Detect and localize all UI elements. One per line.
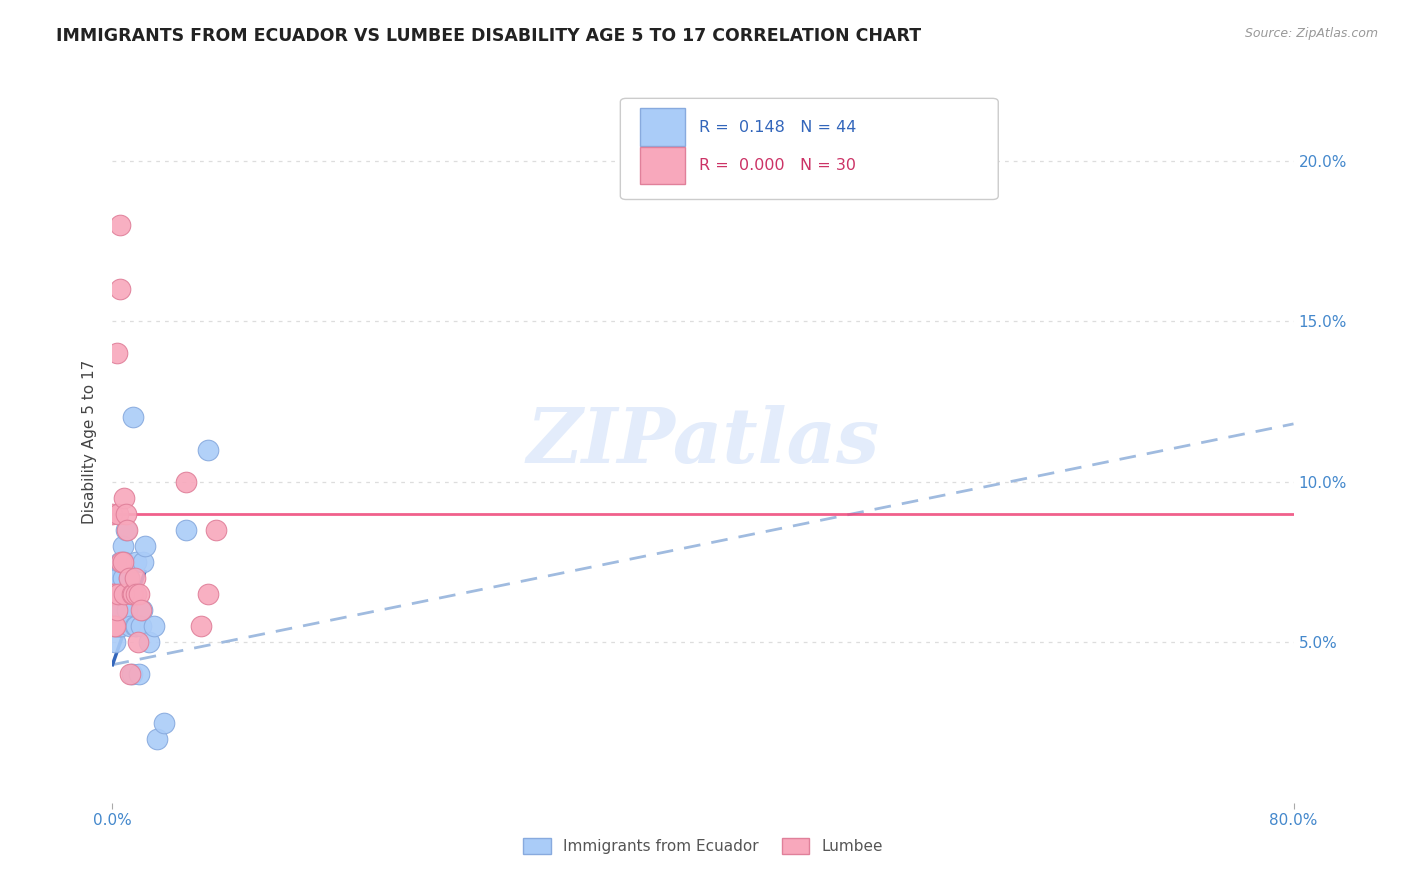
Point [127, 635, 149, 649]
Point [110, 555, 132, 569]
Point [197, 587, 219, 601]
Point [117, 523, 138, 537]
Point [111, 539, 134, 553]
Y-axis label: Disability Age 5 to 17: Disability Age 5 to 17 [82, 359, 97, 524]
Text: R =  0.148   N = 44: R = 0.148 N = 44 [699, 120, 856, 135]
Point [107, 571, 129, 585]
Point [112, 587, 135, 601]
Point [112, 491, 135, 505]
Point [122, 410, 145, 425]
Point [103, 619, 125, 633]
Point [124, 587, 146, 601]
Point [104, 571, 127, 585]
Point [103, 587, 125, 601]
Point [111, 555, 134, 569]
Text: ZIPatlas: ZIPatlas [526, 405, 880, 478]
Point [125, 555, 148, 569]
Point [105, 619, 128, 633]
Point [112, 587, 135, 601]
Legend: Immigrants from Ecuador, Lumbee: Immigrants from Ecuador, Lumbee [517, 832, 889, 860]
Point [103, 603, 125, 617]
Point [114, 523, 136, 537]
Point [107, 619, 129, 633]
Point [128, 667, 150, 681]
Point [190, 619, 212, 633]
Point [104, 587, 127, 601]
Point [108, 603, 131, 617]
Point [110, 619, 132, 633]
Point [103, 619, 125, 633]
Point [174, 475, 197, 489]
Point [124, 571, 146, 585]
Point [112, 555, 135, 569]
Point [101, 587, 124, 601]
Point [120, 667, 142, 681]
Text: IMMIGRANTS FROM ECUADOR VS LUMBEE DISABILITY AGE 5 TO 17 CORRELATION CHART: IMMIGRANTS FROM ECUADOR VS LUMBEE DISABI… [56, 27, 921, 45]
Point [134, 539, 156, 553]
Point [129, 603, 152, 617]
Text: R =  0.000   N = 30: R = 0.000 N = 30 [699, 158, 856, 173]
Point [104, 635, 127, 649]
Point [146, 731, 169, 746]
Point [101, 587, 124, 601]
Point [138, 635, 160, 649]
Point [197, 442, 219, 457]
Point [101, 571, 124, 585]
Point [118, 571, 141, 585]
Point [111, 571, 134, 585]
Point [132, 555, 155, 569]
Point [105, 603, 128, 617]
Point [105, 587, 128, 601]
Point [105, 346, 128, 360]
Point [105, 603, 128, 617]
FancyBboxPatch shape [640, 109, 685, 146]
Text: Source: ZipAtlas.com: Source: ZipAtlas.com [1244, 27, 1378, 40]
Point [125, 587, 148, 601]
Point [117, 603, 138, 617]
Point [114, 507, 136, 521]
Point [118, 571, 141, 585]
Point [108, 619, 131, 633]
Point [153, 715, 176, 730]
Point [122, 587, 145, 601]
Point [125, 619, 148, 633]
Point [107, 587, 129, 601]
Point [108, 555, 131, 569]
Point [121, 587, 143, 601]
Point [121, 667, 143, 681]
Point [129, 619, 152, 633]
Point [108, 218, 131, 232]
Point [205, 523, 228, 537]
FancyBboxPatch shape [620, 98, 998, 200]
Point [142, 619, 165, 633]
Point [108, 587, 131, 601]
Point [107, 507, 129, 521]
Point [131, 603, 153, 617]
Point [108, 282, 131, 296]
Point [110, 603, 132, 617]
Point [101, 507, 124, 521]
FancyBboxPatch shape [640, 147, 685, 185]
Point [104, 619, 127, 633]
Point [128, 587, 150, 601]
Point [120, 619, 142, 633]
Point [174, 523, 197, 537]
Point [107, 603, 129, 617]
Point [124, 619, 146, 633]
